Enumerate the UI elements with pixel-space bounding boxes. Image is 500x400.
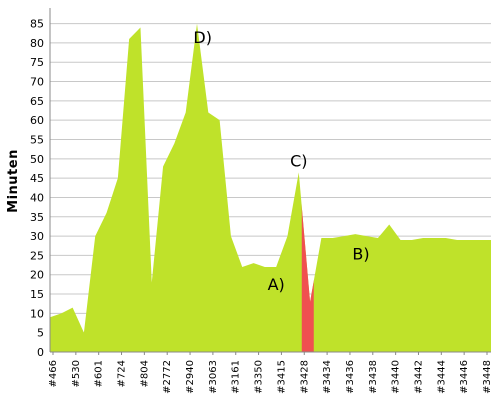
x-tick-label: #3440	[391, 360, 402, 394]
x-tick-label: #3448	[482, 360, 493, 394]
y-axis-label: Minuten	[6, 149, 21, 213]
x-tick-label: #3438	[368, 360, 379, 394]
annotation-label: A)	[268, 275, 285, 294]
y-tick-label: 40	[30, 191, 44, 204]
x-tick-label: #3446	[459, 360, 470, 394]
y-tick-label: 55	[30, 134, 44, 147]
area-series	[50, 23, 491, 353]
x-tick-label: #3428	[299, 360, 310, 394]
x-tick-label: #2772	[162, 360, 173, 394]
x-tick-label: #601	[94, 360, 105, 387]
y-tick-label: 10	[30, 307, 44, 320]
y-tick-label: 65	[30, 95, 44, 108]
annotation-label: D)	[193, 28, 212, 47]
y-tick-label: 15	[30, 288, 44, 301]
y-tick-label: 75	[30, 56, 44, 69]
y-tick-label: 35	[30, 211, 44, 224]
y-tick-labels: 0 5 10 15 20 25 30 35 40 45 50 55 60 65 70 75 80 85	[30, 18, 44, 359]
x-tick-label: #724	[117, 360, 128, 387]
x-tick-label: #3063	[208, 360, 219, 394]
x-tick-label: #3161	[231, 360, 242, 394]
x-tick-label: #3350	[254, 360, 265, 394]
y-tick-label: 25	[30, 249, 44, 262]
x-tick-label: #3442	[414, 360, 425, 394]
y-tick-label: 80	[30, 37, 44, 50]
y-tick-label: 0	[37, 346, 44, 359]
y-tick-label: 45	[30, 172, 44, 185]
y-tick-label: 20	[30, 269, 44, 282]
annotations: A) B) C) D)	[193, 28, 369, 294]
series-area	[50, 23, 491, 353]
y-tick-label: 30	[30, 230, 44, 243]
y-tick-label: 50	[30, 153, 44, 166]
y-tick-label: 85	[30, 18, 44, 31]
x-tick-label: #466	[48, 360, 59, 387]
annotation-label: B)	[352, 244, 369, 263]
highlight-area	[301, 206, 314, 352]
x-tick-label: #804	[139, 360, 150, 387]
y-tick-label: 60	[30, 114, 44, 127]
x-tick-label: #3415	[276, 360, 287, 394]
x-tick-label: #530	[71, 360, 82, 387]
x-tick-label: #2940	[185, 360, 196, 394]
x-tick-label: #3434	[322, 360, 333, 394]
y-tick-label: 5	[37, 327, 44, 340]
annotation-label: C)	[290, 152, 307, 171]
axes	[49, 8, 491, 355]
y-tick-label: 70	[30, 76, 44, 89]
x-tick-label: #3444	[436, 360, 447, 394]
x-tick-label: #3436	[345, 360, 356, 394]
x-tick-labels: #466 #530 #601 #724 #804 #2772 #2940 #3063 #3161…	[48, 360, 493, 394]
